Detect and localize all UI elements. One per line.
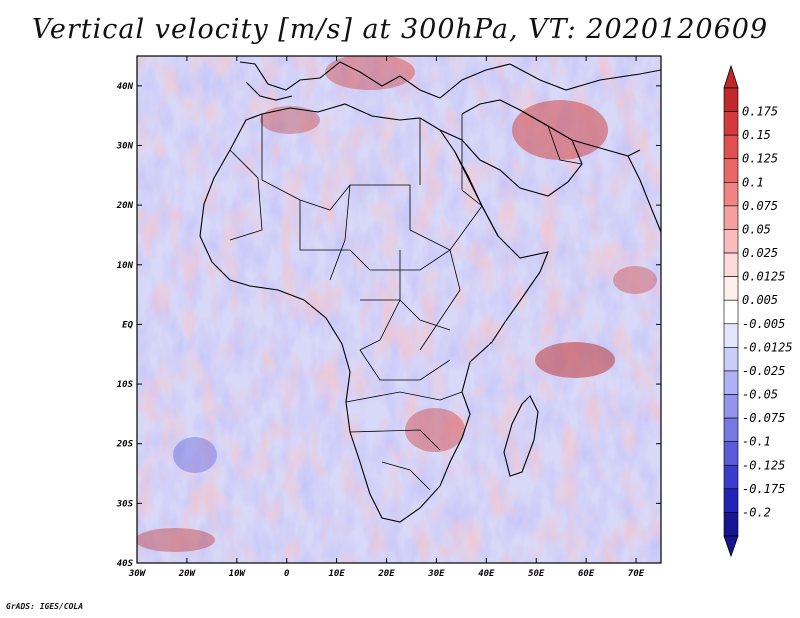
lat-label: 40N [117, 82, 134, 92]
colorbar: 0.175 0.15 0.125 0.1 0.075 0.05 0.025 0.0125 0.0… [723, 64, 793, 558]
colorbar-label: 0.025 [742, 246, 778, 260]
colorbar-label: -0.05 [742, 388, 778, 402]
coastlines [199, 61, 661, 523]
lon-label: 30E [427, 569, 445, 579]
lat-label: EQ [122, 320, 133, 330]
country-borders [229, 114, 583, 491]
colorbar-label: 0.1 [742, 175, 764, 189]
chart-title: Vertical velocity [m/s] at 300hPa, VT: 2… [31, 14, 769, 45]
colorbar-segment [723, 205, 739, 230]
colorbar-segment [723, 299, 739, 325]
lon-label: 10W [229, 569, 247, 579]
colorbar-label: 0.05 [742, 222, 771, 236]
colorbar-segment [723, 323, 739, 348]
colorbar-label: -0.1 [742, 435, 771, 449]
colorbar-label: 0.125 [742, 152, 778, 166]
strong-ascent-mediterranean [325, 56, 415, 90]
lon-label: 70E [628, 569, 645, 579]
colorbar-label: -0.175 [742, 482, 785, 496]
longitude-axis: 30W 20W 10W 0 10E 20E 30E 40E 50E 60E 70E [128, 56, 645, 579]
footer-credit: GrADS: IGES/COLA [6, 602, 84, 611]
lon-label: 10E [328, 569, 345, 579]
strong-ascent-southern-africa [405, 408, 465, 452]
colorbar-segment [723, 182, 739, 207]
lon-label: 60E [578, 569, 595, 579]
lat-label: 30S [116, 499, 134, 509]
ascent-north-africa [260, 106, 320, 134]
colorbar-label: -0.075 [742, 411, 785, 425]
colorbar-label: 0.0125 [742, 270, 785, 284]
colorbar-segment [723, 370, 739, 395]
colorbar-label: 0.075 [742, 199, 778, 213]
lon-label: 20W [178, 569, 197, 579]
ascent-south-atlantic [137, 528, 215, 552]
colorbar-segment [723, 134, 739, 160]
colorbar-label: 0.005 [742, 293, 778, 307]
colorbar-segment [723, 87, 739, 112]
lat-label: 10S [117, 380, 134, 390]
lon-label: 0 [284, 569, 290, 579]
colorbar-label: -0.005 [742, 317, 785, 331]
colorbar-segment [723, 276, 739, 301]
lat-label: 20S [116, 440, 134, 450]
strong-ascent-indian-ocean [535, 342, 615, 378]
colorbar-segment [723, 252, 739, 277]
colorbar-segment [723, 111, 739, 136]
colorbar-segment [723, 488, 739, 513]
colorbar-segment [723, 512, 739, 537]
strong-ascent-iran [512, 100, 608, 160]
lat-label: 20N [116, 201, 134, 211]
map-frame [136, 55, 662, 564]
colorbar-label: 0.15 [742, 128, 771, 142]
lat-label: 30N [116, 141, 134, 151]
colorbar-label: -0.0125 [742, 340, 793, 354]
descent-south-atlantic [173, 437, 217, 473]
colorbar-bottom-arrow [723, 535, 739, 558]
colorbar-segment [723, 347, 739, 372]
colorbar-segment [723, 158, 739, 183]
lon-label: 20E [377, 569, 395, 579]
colorbar-segment [723, 441, 739, 466]
lon-label: 40E [478, 569, 495, 579]
lon-label: 50E [528, 569, 545, 579]
latitude-axis: 40N 30N 20N 10N EQ 10S 20S 30S 40S [116, 82, 661, 569]
lat-label: 40S [117, 559, 134, 569]
colorbar-label: -0.125 [742, 458, 785, 472]
lat-label: 10N [117, 261, 134, 271]
colorbar-segment [723, 394, 739, 419]
colorbar-segment [723, 464, 739, 490]
colorbar-label: 0.175 [742, 105, 778, 119]
colorbar-top-arrow [723, 64, 739, 89]
map-panel [137, 56, 661, 563]
colorbar-segment [723, 417, 739, 442]
ascent-east-ocean [613, 266, 657, 294]
lon-label: 30W [128, 569, 147, 579]
colorbar-label: -0.2 [742, 505, 771, 519]
colorbar-label: -0.025 [742, 364, 785, 378]
colorbar-segment [723, 229, 739, 254]
